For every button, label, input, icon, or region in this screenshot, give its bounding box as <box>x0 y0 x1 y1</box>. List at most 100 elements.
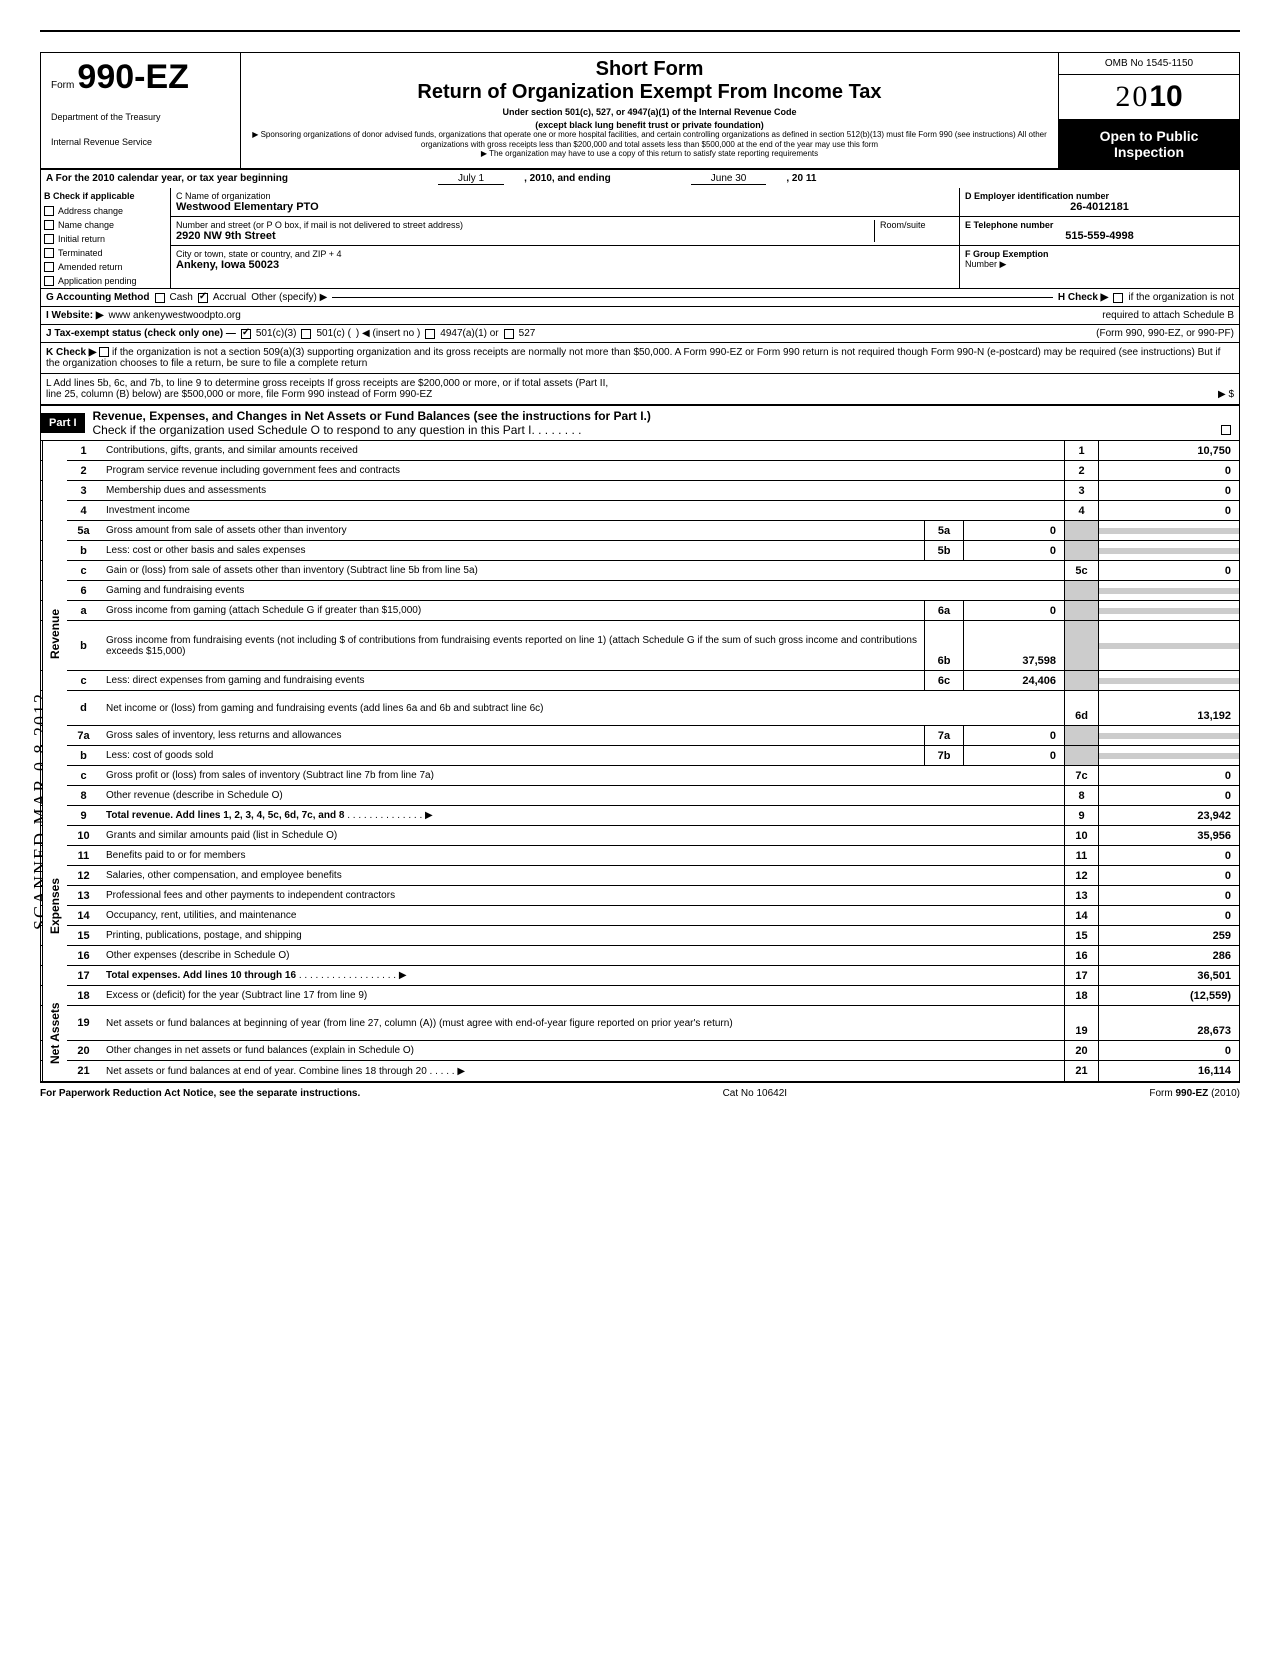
line-num: b <box>66 637 101 655</box>
value: 286 <box>1099 947 1239 965</box>
check-column: B Check if applicable Address change Nam… <box>41 188 171 288</box>
shaded <box>1064 541 1099 560</box>
line-num: 14 <box>66 907 101 925</box>
num-box: 17 <box>1064 966 1099 985</box>
shaded <box>1099 608 1239 614</box>
checkbox-icon[interactable] <box>504 329 514 339</box>
value: 28,673 <box>1099 1022 1239 1040</box>
value: (12,559) <box>1099 987 1239 1005</box>
check-label: Name change <box>58 220 114 230</box>
j-label: J Tax-exempt status (check only one) — <box>46 328 236 339</box>
shaded <box>1064 521 1099 540</box>
line-6b: b Gross income from fundraising events (… <box>41 621 1239 671</box>
june: June 30 <box>691 173 767 185</box>
line-5b: b Less: cost or other basis and sales ex… <box>41 541 1239 561</box>
form-footer: Form 990-EZ (2010) <box>1149 1088 1240 1099</box>
checkbox-icon[interactable] <box>44 276 54 286</box>
line-desc: Gross income from gaming (attach Schedul… <box>101 602 924 619</box>
check-label: Application pending <box>58 276 137 286</box>
check-terminated: Terminated <box>41 246 170 260</box>
d-row: D Employer identification number 26-4012… <box>960 188 1239 217</box>
checkbox-icon[interactable] <box>44 248 54 258</box>
line-num: d <box>66 699 101 717</box>
l-section: L Add lines 5b, 6c, and 7b, to line 9 to… <box>40 374 1240 405</box>
checkbox-checked-icon[interactable] <box>198 293 208 303</box>
line-num: 16 <box>66 947 101 965</box>
check-label: Terminated <box>58 248 103 258</box>
line-num: 6 <box>66 582 101 600</box>
checkbox-icon[interactable] <box>44 262 54 272</box>
y2010: , 2010, and ending <box>524 173 611 185</box>
check-label: Initial return <box>58 234 105 244</box>
header: Form 990-EZ Department of the Treasury I… <box>40 52 1240 169</box>
value: 0 <box>1099 907 1239 925</box>
num-box: 18 <box>1064 986 1099 1005</box>
checkbox-icon[interactable] <box>44 206 54 216</box>
checkbox-icon[interactable] <box>44 234 54 244</box>
e-row: E Telephone number 515-559-4998 <box>960 217 1239 246</box>
line-num: 13 <box>66 887 101 905</box>
a1-label: 4947(a)(1) or <box>440 328 498 339</box>
part1-header: Part I Revenue, Expenses, and Changes in… <box>40 405 1240 441</box>
i-row: I Website: ▶ www ankenywestwoodpto.org r… <box>41 307 1239 325</box>
revenue-side-label: Revenue <box>42 441 67 826</box>
right-section: D Employer identification number 26-4012… <box>959 188 1239 288</box>
line-5c: c Gain or (loss) from sale of assets oth… <box>41 561 1239 581</box>
line-num: 19 <box>66 1014 101 1032</box>
line-9: 9 Total revenue. Add lines 1, 2, 3, 4, 5… <box>41 806 1239 826</box>
line-num: a <box>66 602 101 620</box>
check-pending: Application pending <box>41 274 170 288</box>
k-label: K Check ▶ <box>46 347 96 358</box>
check-label: Address change <box>58 206 123 216</box>
expenses-side-label: Expenses <box>42 826 67 986</box>
line-20: 20 Other changes in net assets or fund b… <box>41 1041 1239 1061</box>
value: 13,192 <box>1099 707 1239 725</box>
open-public: Open to Public Inspection <box>1059 120 1239 168</box>
title-cell: Short Form Return of Organization Exempt… <box>241 53 1059 168</box>
line-desc: Net assets or fund balances at end of ye… <box>101 1063 1064 1080</box>
line-desc: Membership dues and assessments <box>101 482 1064 499</box>
checkbox-icon[interactable] <box>425 329 435 339</box>
checkbox-icon[interactable] <box>155 293 165 303</box>
checkbox-checked-icon[interactable] <box>241 329 251 339</box>
line-desc: Total revenue. Add lines 1, 2, 3, 4, 5c,… <box>101 807 1064 824</box>
line-num: 3 <box>66 482 101 500</box>
line-num: 20 <box>66 1042 101 1060</box>
num-box: 8 <box>1064 786 1099 805</box>
num-box: 15 <box>1064 926 1099 945</box>
accrual-label: Accrual <box>213 292 246 303</box>
line-desc: Contributions, gifts, grants, and simila… <box>101 442 1064 459</box>
num-box: 2 <box>1064 461 1099 480</box>
website: www ankenywestwoodpto.org <box>109 310 241 321</box>
line-18: 18 Excess or (deficit) for the year (Sub… <box>41 986 1239 1006</box>
line-num: 21 <box>66 1062 101 1080</box>
sub-box: 7b <box>924 746 964 765</box>
checkbox-icon[interactable] <box>1221 425 1231 435</box>
line-desc: Total expenses. Add lines 10 through 16 … <box>101 967 1064 984</box>
shaded <box>1099 643 1239 649</box>
revenue-section: Revenue 1 Contributions, gifts, grants, … <box>40 441 1240 826</box>
line-num: 2 <box>66 462 101 480</box>
value: 36,501 <box>1099 967 1239 985</box>
line-desc: Printing, publications, postage, and shi… <box>101 927 1064 944</box>
check-amended: Amended return <box>41 260 170 274</box>
shaded <box>1064 671 1099 690</box>
line-desc: Other expenses (describe in Schedule O) <box>101 947 1064 964</box>
line-3: 3 Membership dues and assessments 3 0 <box>41 481 1239 501</box>
value: 0 <box>1099 502 1239 520</box>
phone: 515-559-4998 <box>965 230 1234 242</box>
checkbox-icon[interactable] <box>1113 293 1123 303</box>
a-label: A For the 2010 calendar year, or tax yea… <box>46 173 288 185</box>
checkbox-icon[interactable] <box>99 347 109 357</box>
form-number-cell: Form 990-EZ Department of the Treasury I… <box>41 53 241 168</box>
g-row: G Accounting Method Cash Accrual Other (… <box>41 289 1239 307</box>
checkbox-icon[interactable] <box>301 329 311 339</box>
city-label: City or town, state or country, and ZIP … <box>176 249 954 259</box>
line-num: 8 <box>66 787 101 805</box>
address-label: Number and street (or P O box, if mail i… <box>176 220 874 230</box>
check-initial: Initial return <box>41 232 170 246</box>
sub-box: 6b <box>924 621 964 670</box>
line-num: b <box>66 542 101 560</box>
line-14: 14 Occupancy, rent, utilities, and maint… <box>41 906 1239 926</box>
checkbox-icon[interactable] <box>44 220 54 230</box>
